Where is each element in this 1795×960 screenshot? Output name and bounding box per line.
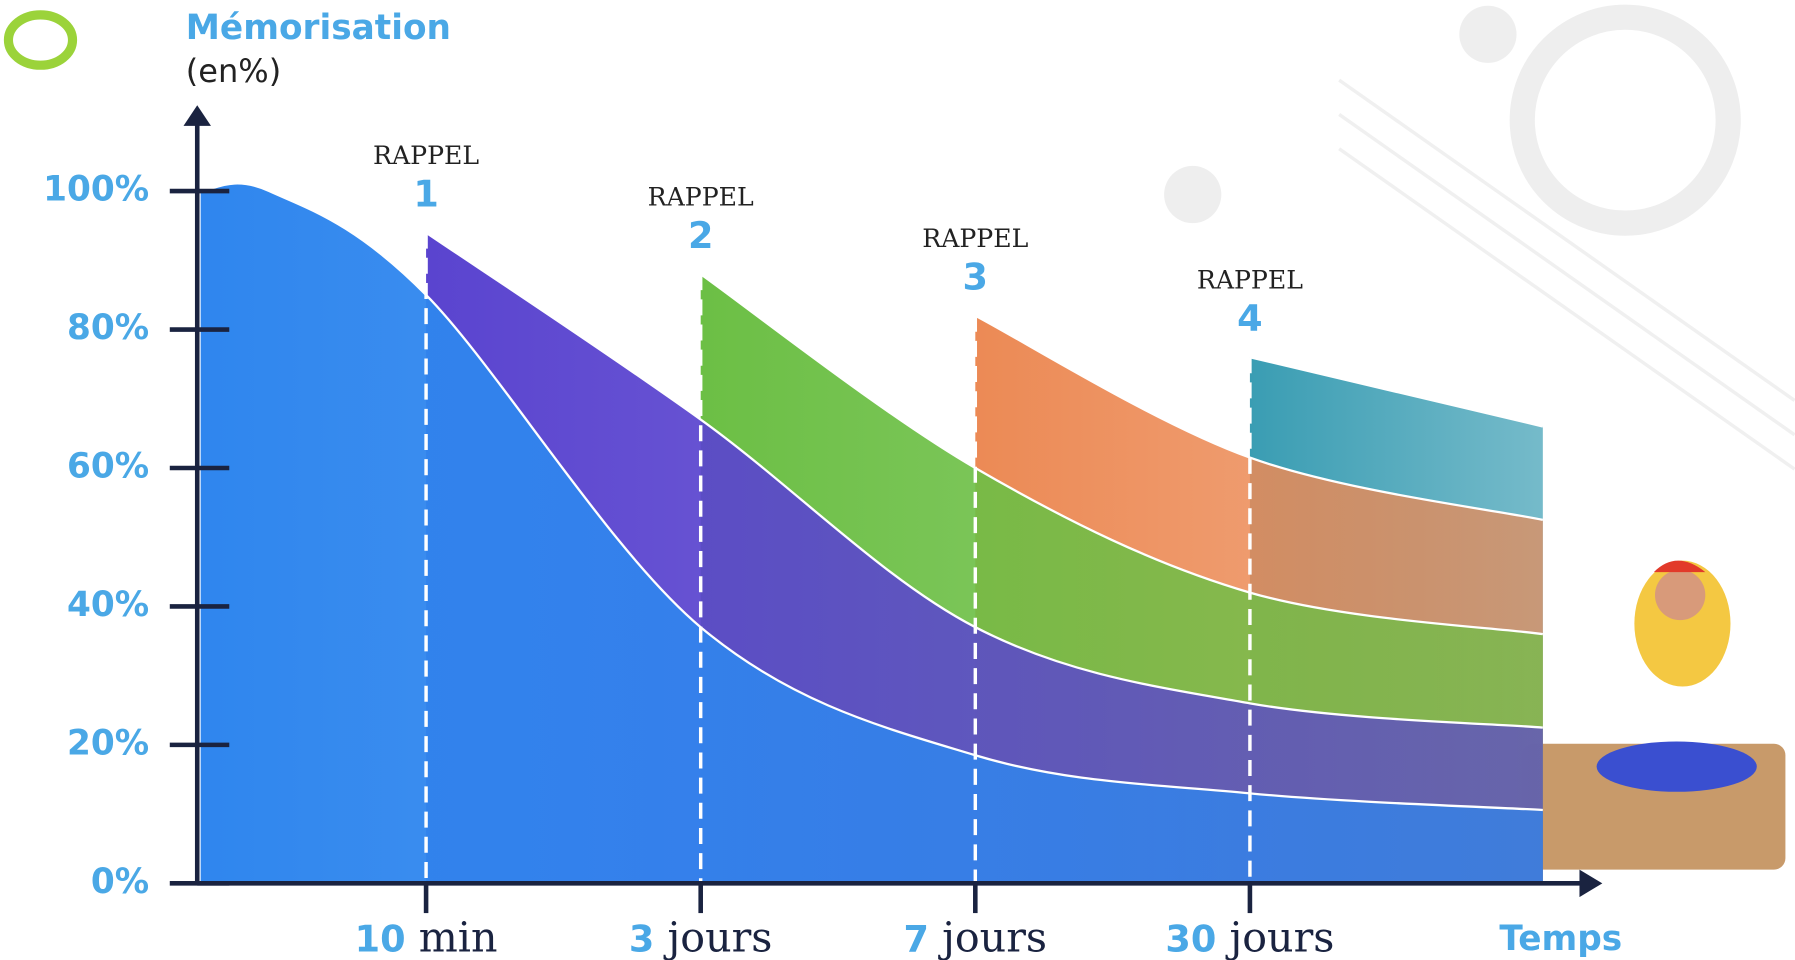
y-axis-unit: (en%) xyxy=(186,52,281,90)
rappel-label: RAPPEL xyxy=(648,183,754,212)
rappel-number: 3 xyxy=(963,256,988,299)
x-tick-part: 7 xyxy=(904,917,929,960)
y-tick-label: 0% xyxy=(91,862,149,902)
x-tick-part: jours xyxy=(929,913,1047,960)
decor xyxy=(1509,4,1741,236)
decor xyxy=(1164,165,1222,224)
x-tick-part: 3 xyxy=(629,917,654,960)
curve xyxy=(200,182,1543,812)
curve xyxy=(700,273,1543,636)
y-arrow xyxy=(183,105,211,126)
y-tick-label: 100% xyxy=(43,170,149,210)
x-tick-label: 30 jours xyxy=(1165,913,1334,960)
x-arrow xyxy=(1579,869,1603,898)
x-tick-label: 3 jours xyxy=(629,913,773,960)
x-tick-part: 10 xyxy=(355,917,406,960)
logo xyxy=(3,10,78,70)
x-tick-part: jours xyxy=(654,913,772,960)
rappel-label: RAPPEL xyxy=(922,224,1028,253)
curve xyxy=(425,231,1543,729)
rappel-label: RAPPEL xyxy=(1197,266,1303,295)
y-tick-label: 60% xyxy=(67,446,149,486)
person xyxy=(1522,560,1786,870)
x-tick-part: 30 xyxy=(1165,917,1216,960)
x-tick-label: 10 min xyxy=(355,913,498,960)
x-tick-label: 7 jours xyxy=(904,913,1048,960)
y-tick-label: 20% xyxy=(67,723,149,763)
rappel-number: 1 xyxy=(413,173,438,216)
rappel-label: RAPPEL xyxy=(373,141,479,170)
curve xyxy=(974,314,1544,522)
x-tick-part: jours xyxy=(1216,913,1334,960)
area xyxy=(200,183,1543,884)
decor xyxy=(1459,5,1517,63)
decor xyxy=(1338,78,1795,471)
x-axis-title: Temps xyxy=(1499,919,1622,959)
curve xyxy=(1249,356,1544,428)
y-tick-label: 80% xyxy=(67,308,149,348)
rappel-number: 2 xyxy=(688,214,713,257)
y-tick-label: 40% xyxy=(67,585,149,625)
rappel-number: 4 xyxy=(1237,297,1262,340)
y-axis-title: Mémorisation xyxy=(186,8,451,48)
x-tick-part: min xyxy=(406,913,498,960)
